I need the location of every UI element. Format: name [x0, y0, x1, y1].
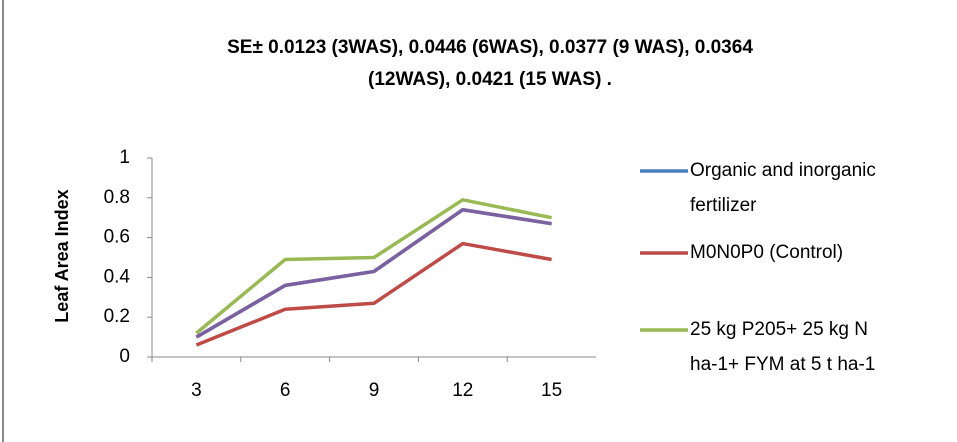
y-axis-title: Leaf Area Index	[52, 189, 72, 322]
x-tick-label: 12	[452, 380, 473, 401]
x-tick-label: 6	[280, 380, 291, 401]
series-line	[195, 198, 552, 335]
x-tick-label: 15	[541, 380, 562, 401]
chart-title: (12WAS), 0.0421 (15 WAS) .	[368, 69, 612, 90]
y-tick-label: 0	[119, 346, 130, 367]
series-line	[195, 241, 552, 347]
y-tick-label: 0.2	[104, 306, 130, 327]
legend-label: fertilizer	[690, 195, 757, 216]
legend-label: 25 kg P205+ 25 kg N	[690, 319, 868, 340]
legend-label: ha-1+ FYM at 5 t ha-1	[690, 354, 875, 375]
x-tick-label: 9	[369, 380, 380, 401]
y-tick-label: 1	[119, 147, 130, 168]
x-tick-label: 3	[191, 380, 202, 401]
y-tick-label: 0.6	[104, 227, 130, 248]
y-tick-label: 0.8	[104, 187, 130, 208]
series-line	[195, 207, 552, 339]
legend-label: M0N0P0 (Control)	[690, 242, 843, 263]
chart-title: SE± 0.0123 (3WAS), 0.0446 (6WAS), 0.0377…	[227, 37, 753, 58]
legend-label: Organic and inorganic	[690, 160, 876, 181]
y-tick-label: 0.4	[104, 266, 131, 287]
